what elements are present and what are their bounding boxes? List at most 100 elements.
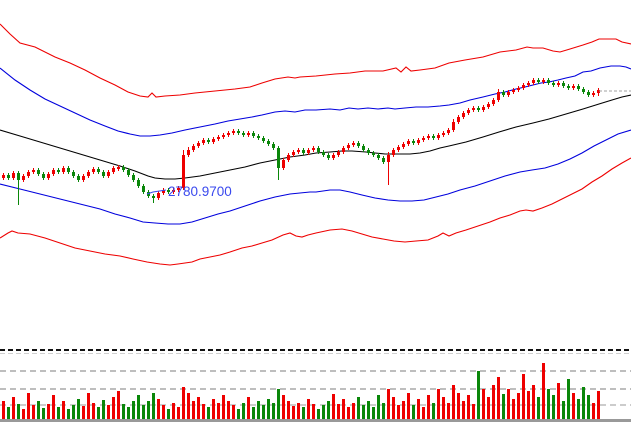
volume-bar: [552, 395, 555, 419]
candle-body: [47, 174, 50, 178]
volume-bar: [242, 403, 245, 419]
candle-body: [417, 140, 420, 143]
candle-body: [12, 173, 15, 178]
volume-bar: [377, 395, 380, 419]
volume-bar: [32, 405, 35, 419]
volume-bar: [327, 401, 330, 419]
volume-bar: [547, 389, 550, 419]
candle-body: [272, 144, 275, 148]
lower-red-band-line: [0, 157, 631, 266]
volume-bar: [487, 397, 490, 419]
candle-body: [372, 153, 375, 155]
candle-body: [587, 92, 590, 95]
volume-bar: [107, 405, 110, 419]
candle-body: [377, 155, 380, 158]
volume-axis-line: [0, 419, 631, 422]
candle-body: [342, 148, 345, 152]
volume-bars-layer: [2, 363, 600, 419]
candle-body: [487, 104, 490, 107]
candle-body: [427, 136, 430, 138]
volume-bar: [427, 395, 430, 419]
candle-body: [512, 90, 515, 92]
candle-body: [87, 172, 90, 176]
upper-blue-band-line: [0, 65, 631, 137]
candle-body: [32, 170, 35, 172]
volume-bar: [92, 403, 95, 419]
volume-bar: [292, 406, 295, 419]
candle-body: [447, 130, 450, 133]
candle-body: [527, 83, 530, 85]
candle-body: [217, 137, 220, 139]
candle-body: [142, 186, 145, 192]
candle-body: [262, 138, 265, 141]
candle-body: [432, 136, 435, 138]
candles-layer: [2, 78, 600, 205]
volume-bar: [2, 401, 5, 419]
candle-body: [307, 150, 310, 153]
volume-bar: [207, 407, 210, 419]
candle-body: [437, 135, 440, 138]
candle-body: [347, 145, 350, 148]
candle-body: [192, 146, 195, 150]
candle-body: [277, 148, 280, 168]
candle-body: [167, 190, 170, 192]
volume-bar: [42, 408, 45, 419]
candle-body: [352, 143, 355, 145]
candle-body: [27, 172, 30, 176]
candle-body: [567, 86, 570, 88]
lower-blue-band: [0, 129, 631, 225]
volume-bar: [587, 395, 590, 419]
volume-bar: [432, 403, 435, 419]
volume-bar: [447, 403, 450, 419]
volume-bar: [7, 407, 10, 419]
candle-body: [562, 83, 565, 86]
volume-bar: [442, 397, 445, 419]
lower-blue-band-line: [0, 129, 631, 225]
volume-bar: [142, 405, 145, 419]
volume-bar: [282, 395, 285, 419]
volume-bar: [97, 407, 100, 419]
candle-body: [542, 80, 545, 82]
volume-bar: [492, 385, 495, 419]
candle-body: [442, 133, 445, 135]
candle-body: [282, 160, 285, 168]
candle-body: [2, 175, 5, 178]
candle-body: [52, 170, 55, 174]
volume-bar: [197, 397, 200, 419]
volume-bar: [352, 403, 355, 419]
volume-bar: [47, 404, 50, 419]
volume-bar: [232, 405, 235, 419]
volume-bar: [457, 393, 460, 419]
volume-bar: [417, 399, 420, 419]
volume-bar: [412, 405, 415, 419]
middle-line: [0, 94, 631, 180]
volume-bar: [177, 407, 180, 419]
candle-body: [162, 190, 165, 193]
volume-bar: [12, 397, 15, 419]
volume-bar: [362, 405, 365, 419]
candle-body: [422, 138, 425, 140]
candle-body: [22, 176, 25, 180]
volume-bar: [297, 403, 300, 419]
candle-body: [287, 155, 290, 160]
volume-bar: [87, 393, 90, 419]
volume-bar: [102, 400, 105, 419]
volume-bar: [147, 401, 150, 419]
candle-body: [582, 89, 585, 92]
volume-bar: [312, 404, 315, 419]
volume-bar: [182, 387, 185, 419]
candle-body: [207, 140, 210, 142]
upper-red-band: [0, 23, 631, 98]
candle-body: [72, 172, 75, 176]
price-callout-text: 2780.9700: [168, 184, 232, 199]
volume-bar: [37, 401, 40, 419]
candle-body: [472, 108, 475, 110]
upper-blue-band: [0, 65, 631, 137]
volume-bar: [212, 399, 215, 419]
candle-body: [317, 148, 320, 152]
volume-bar: [112, 397, 115, 419]
volume-bar: [237, 409, 240, 419]
price-callout-leader: [146, 189, 167, 195]
candle-body: [107, 172, 110, 176]
